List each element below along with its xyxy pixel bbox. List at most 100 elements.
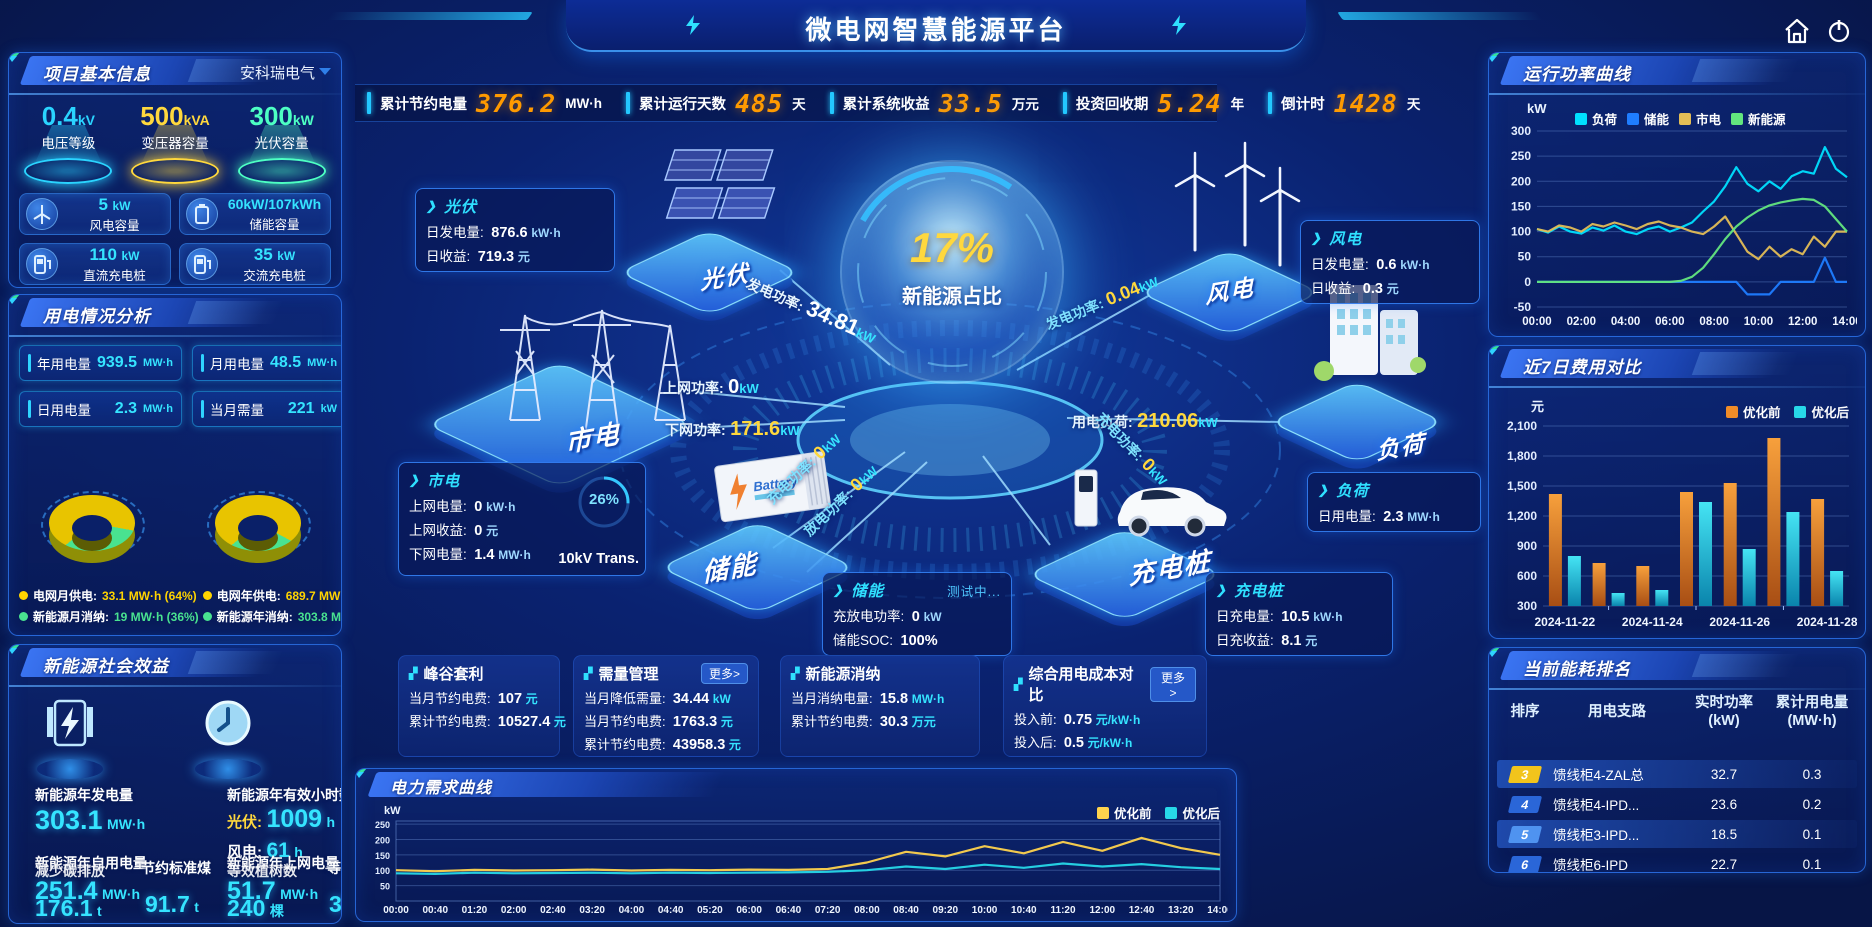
header-decoration — [327, 12, 533, 20]
svg-text:06:00: 06:00 — [736, 905, 762, 916]
donut-legend-item: 电网年供电: 689.7 MW·h (69%) — [202, 587, 341, 604]
capacity-cards: 5 kW 风电容量 60kW/107kWh 储能容量 110 kW 直流充电桩 35… — [19, 193, 331, 285]
svg-text:07:20: 07:20 — [815, 905, 841, 916]
svg-text:1,200: 1,200 — [1507, 509, 1537, 523]
ranking-table-header: 排序 用电支路 实时功率 (kW) 累计用电量 (MW·h) — [1510, 695, 1849, 730]
ranking-row[interactable]: 6 馈线柜6-IPD 22.7 0.1 — [1497, 850, 1857, 872]
generation-icon — [33, 693, 107, 779]
capacity-card: 60kW/107kWh 储能容量 — [179, 193, 331, 235]
svg-text:06:40: 06:40 — [776, 905, 802, 916]
title-band: 微电网智慧能源平台 — [566, 0, 1306, 52]
info-line: 日用电量: 2.3 MW·h — [1318, 509, 1440, 525]
kpi-item: 累计系统收益 33.5 万元 — [818, 85, 1051, 121]
svg-text:04:40: 04:40 — [658, 905, 684, 916]
panel-social-benefit: 新能源社会效益 新能源年发电量 303.1 MW·h 新能源年有效小时数 光伏:… — [8, 644, 342, 924]
gen-label: 新能源年发电量 — [35, 787, 133, 803]
usage-pills: 年用电量 939.5 MW·h 月用电量 48.5 MW·h 日用电量 2.3 MW·h 当月需量… — [19, 345, 341, 427]
svg-text:50: 50 — [1518, 250, 1532, 264]
svg-text:08:00: 08:00 — [854, 905, 880, 916]
panel-ranking: 当前能耗排名 排序 用电支路 实时功率 (kW) 累计用电量 (MW·h) 3 馈线柜4-… — [1488, 647, 1866, 873]
power-curve-chart: -50 0 50 100 150 200 250 300 00:00 02:00 04:00 06:0… — [1511, 125, 1857, 328]
svg-text:150: 150 — [1511, 199, 1531, 213]
panel-corner-icon — [1489, 346, 1500, 355]
svg-text:250: 250 — [1511, 149, 1531, 163]
svg-text:150: 150 — [375, 851, 390, 861]
panel-title: 用电情况分析 — [43, 307, 151, 326]
info-line: 日收益: 719.3 元 — [426, 249, 530, 265]
legend-item: 新能源 — [1731, 109, 1786, 128]
info-box-wind: ❯ 风电 日发电量: 0.6 kW·h 日收益: 0.3 元 — [1300, 220, 1480, 304]
power-icon[interactable] — [1824, 16, 1854, 46]
company-select[interactable]: 安科瑞电气 — [239, 65, 315, 82]
header-decoration — [1337, 12, 1543, 20]
panel-title: 新能源社会效益 — [43, 657, 169, 676]
svg-text:2,100: 2,100 — [1507, 420, 1537, 433]
ranking-row[interactable]: 4 馈线柜4-IPD... 23.6 0.2 — [1497, 790, 1857, 818]
donut-chart — [199, 473, 317, 583]
pedestal-电压等级: 0.4kV 电压等级 — [15, 101, 122, 189]
legend: 负荷 储能 市电 新能源 — [1575, 109, 1786, 128]
benefit-card: ▞ 需量管理 更多> 当月降低需量: 34.44 kW 当月节约电费: 1763.3 … — [573, 655, 759, 757]
donut-charts — [9, 473, 341, 583]
more-button[interactable]: 更多> — [1150, 666, 1196, 702]
legend-item: 优化后 — [1165, 803, 1220, 822]
lightning-icon — [686, 15, 700, 35]
capacity-card: 35 kW 交流充电桩 — [179, 243, 331, 285]
corner-flag-icon: ▞ — [1014, 678, 1023, 691]
panel-demand-curve: 电力需求曲线 kW 优化前 优化后 50 100 150 200 250 00:00 00:4… — [355, 768, 1237, 922]
svg-text:2024-11-22: 2024-11-22 — [1534, 615, 1595, 629]
panel-title: 当前能耗排名 — [1523, 660, 1631, 679]
info-line: 上网电量: 0 kW·h — [409, 499, 516, 515]
chevron-down-icon[interactable] — [319, 68, 331, 75]
node-label-load: 负荷 — [1375, 429, 1427, 465]
info-box-grid: ❯ 市电 上网电量: 0 kW·h 上网收益: 0 元下网电量: 1.4 MW·h 2… — [398, 462, 646, 576]
capacity-card: 110 kW 直流充电桩 — [19, 243, 171, 285]
svg-text:1,800: 1,800 — [1507, 449, 1537, 463]
panel-power-curve: 运行功率曲线 kW 负荷 储能 市电 新能源 -50 0 50 100 150 200 250 30… — [1488, 52, 1866, 337]
legend-item: 优化后 — [1794, 402, 1849, 421]
ranking-row[interactable]: 5 馈线柜3-IPD... 18.5 0.1 — [1497, 820, 1857, 848]
info-line: 上网收益: 0 元 — [409, 523, 499, 539]
info-line: 日充电量: 10.5 kW·h — [1216, 609, 1343, 625]
corner-flag-icon: ▞ — [791, 668, 800, 680]
kpi-item: 累计节约电量 376.2 MW·h — [355, 85, 614, 121]
info-box-charger: ❯ 充电桩 日充电量: 10.5 kW·h 日充收益: 8.1 元 — [1205, 572, 1393, 656]
svg-text:14:00: 14:00 — [1832, 316, 1857, 328]
svg-text:10:00: 10:00 — [1744, 316, 1773, 328]
usage-pill: 当月需量 221 kW — [191, 391, 341, 427]
donut-legends: 电网月供电: 33.1 MW·h (64%) 新能源月消纳: 19 MW·h (3… — [19, 587, 341, 629]
svg-text:2024-11-26: 2024-11-26 — [1709, 615, 1770, 629]
panel-title: 近7日费用对比 — [1523, 358, 1642, 377]
benefit-card: ▞ 新能源消纳 当月消纳电量: 15.8 MW·h 累计节约电费: 30.3 万元 — [780, 655, 980, 757]
lightning-icon — [1172, 15, 1186, 35]
svg-text:10:00: 10:00 — [972, 905, 998, 916]
arrow-icon: ❯ — [1311, 231, 1323, 245]
corner-flag-icon: ▞ — [584, 668, 593, 680]
flow-draw-down: 下网功率: 171.6kW — [665, 418, 800, 440]
info-line: 日发电量: 876.6 kW·h — [426, 225, 561, 241]
svg-text:05:20: 05:20 — [697, 905, 723, 916]
svg-text:600: 600 — [1517, 569, 1537, 583]
more-button[interactable]: 更多> — [700, 663, 748, 684]
svg-text:12:00: 12:00 — [1788, 316, 1817, 328]
capacity-card: 5 kW 风电容量 — [19, 193, 171, 235]
donut-legend-item: 电网月供电: 33.1 MW·h (64%) — [19, 587, 199, 604]
legend-item: 优化前 — [1096, 803, 1151, 822]
donut-legend-item: 新能源月消纳: 19 MW·h (36%) — [19, 608, 199, 625]
wind-capacity-icon — [26, 198, 58, 230]
pedestal-变压器容量: 500kVA 变压器容量 — [122, 101, 229, 189]
cost-compare-chart: 300 600 900 1,200 1,500 1,800 2,100 2024-11-22 2… — [1507, 420, 1857, 629]
svg-text:00:40: 00:40 — [422, 905, 448, 916]
svg-text:50: 50 — [380, 882, 390, 892]
svg-text:00:00: 00:00 — [383, 905, 409, 916]
home-icon[interactable] — [1782, 16, 1812, 46]
ranking-row[interactable]: 3 馈线柜4-ZAL总 32.7 0.3 — [1497, 760, 1857, 788]
arrow-icon: ❯ — [426, 199, 438, 213]
benefit-card: ▞ 综合用电成本对比 更多> 投入前: 0.75 元/kW·h 投入后: 0.5 元/… — [1003, 655, 1207, 757]
svg-text:04:00: 04:00 — [1611, 316, 1640, 328]
gen-value: 303.1 — [35, 805, 103, 835]
panel-corner-icon — [1489, 648, 1500, 657]
panel-corner-icon — [1489, 53, 1500, 62]
info-line: 下网电量: 1.4 MW·h — [409, 547, 531, 563]
